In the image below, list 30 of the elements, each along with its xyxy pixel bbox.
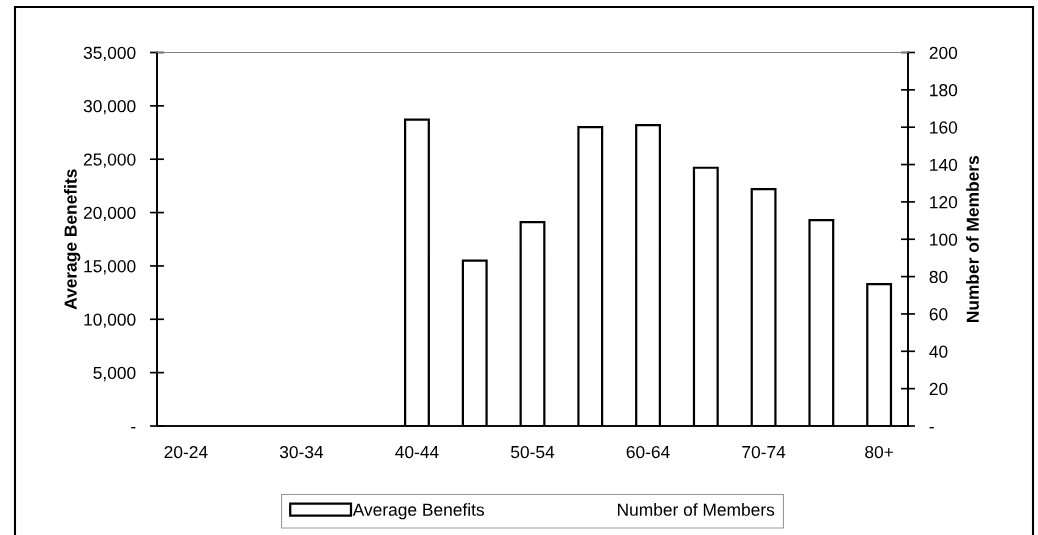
y-tick-label: 10,000 — [84, 313, 136, 328]
y-tick-label: 35,000 — [83, 46, 136, 62]
y2-tick-label: - — [929, 427, 934, 429]
y-tick-label: - — [131, 427, 136, 429]
x-tick-label: 80+ — [865, 445, 893, 459]
legend-label: Average Benefits — [352, 503, 484, 520]
y2-tick-label: 100 — [930, 233, 958, 246]
y2-tick-label: 160 — [930, 121, 958, 134]
y-tick-label: 5,000 — [93, 366, 136, 382]
x-tick-label: 20-24 — [164, 445, 208, 459]
text: Number of Members — [617, 503, 775, 516]
y-tick-label: 15,000 — [84, 260, 136, 275]
y2-tick-label: 60 — [929, 308, 948, 321]
y2-tick-label: 180 — [930, 84, 958, 97]
y-tick-label: 25,000 — [83, 153, 136, 168]
y-axis-title: Average Benefits — [64, 169, 81, 310]
x-tick-label: 60-64 — [626, 445, 670, 459]
y2-tick-label: 140 — [930, 158, 958, 172]
y-tick-label: 20,000 — [83, 206, 136, 222]
x-tick-label: 40-44 — [395, 445, 439, 459]
y2-tick-label: 200 — [929, 46, 958, 59]
y2-tick-label: 80 — [929, 270, 948, 284]
x-tick-label: 50-54 — [511, 445, 555, 459]
y2-tick-label: 120 — [930, 196, 958, 209]
y2-axis-title: Number of Members — [966, 156, 979, 323]
y2-tick-label: 40 — [929, 345, 948, 358]
x-tick-label: 30-34 — [279, 445, 324, 459]
y2-tick-label: 20 — [929, 382, 948, 396]
x-tick-label: 70-74 — [742, 445, 786, 459]
y-tick-label: 30,000 — [83, 100, 136, 115]
